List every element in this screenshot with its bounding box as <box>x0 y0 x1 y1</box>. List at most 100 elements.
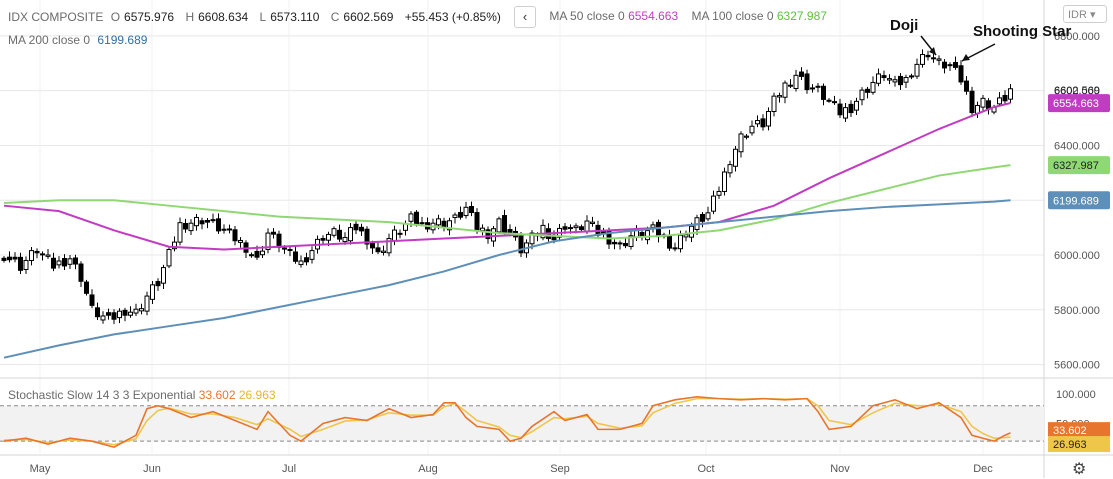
price-badge <box>1048 94 1110 113</box>
price-badge-label: 6327.987 <box>1053 160 1099 172</box>
ma-line-ma200 <box>3 199 1011 359</box>
candle-up <box>887 78 892 81</box>
candle-up <box>914 63 920 77</box>
candle-down <box>364 228 370 245</box>
candle-down <box>397 232 403 235</box>
ma100-label: MA 100 close 0 <box>691 9 774 24</box>
candle-up <box>1008 88 1013 100</box>
candle-up <box>793 74 799 89</box>
candle-down <box>925 54 931 58</box>
candle-down <box>1 257 7 261</box>
candle-down <box>969 90 975 114</box>
candle-down <box>909 75 914 78</box>
collapse-legend-button[interactable]: ‹ <box>514 6 536 28</box>
annotation-arrowhead <box>962 54 970 61</box>
candle-down <box>953 61 958 68</box>
candle-down <box>947 64 953 67</box>
stoch-band <box>0 405 1044 442</box>
price-tick-label: 5800.000 <box>1054 305 1100 317</box>
candle-down <box>320 238 326 241</box>
candle-up <box>342 236 348 243</box>
time-tick-label: Nov <box>830 463 850 475</box>
candle-up <box>832 101 837 104</box>
candle-down <box>122 309 128 316</box>
candle-down <box>359 226 364 232</box>
close-value: 6602.569 <box>343 10 394 24</box>
ma50-label: MA 50 close 0 <box>549 9 625 24</box>
price-badge-label: 6199.689 <box>1053 195 1099 207</box>
candle-up <box>144 295 150 312</box>
stochastic-legend: Stochastic Slow 14 3 3 Exponential 33.60… <box>8 388 276 402</box>
candle-up <box>876 73 881 84</box>
candle-up <box>260 250 265 256</box>
candle-up <box>326 233 331 241</box>
candle-down <box>579 226 584 231</box>
candle-down <box>183 222 188 230</box>
candle-up <box>903 77 909 83</box>
time-tick-label: Aug <box>418 463 438 475</box>
candle-up <box>711 195 716 212</box>
candle-down <box>848 103 854 114</box>
candle-up <box>573 225 579 229</box>
candle-down <box>502 215 507 233</box>
gear-icon[interactable]: ⚙ <box>1072 461 1087 478</box>
candle-up <box>771 95 777 112</box>
candle-up <box>892 79 898 83</box>
last-price-label: 6602.569 <box>1054 85 1100 97</box>
candle-down <box>458 212 463 218</box>
currency-selector[interactable]: IDR ▾ <box>1063 5 1107 23</box>
candle-up <box>689 225 694 238</box>
candle-up <box>133 308 139 314</box>
candle-down <box>414 211 419 225</box>
candle-up <box>40 253 45 256</box>
ma200-label: MA 200 close 0 <box>8 33 91 47</box>
candle-up <box>738 133 744 153</box>
ma-line-ma50 <box>3 102 1011 251</box>
price-tick-label: 6000.000 <box>1054 250 1100 262</box>
candle-up <box>920 54 925 65</box>
candle-up <box>392 229 397 242</box>
candle-up <box>678 234 683 250</box>
price-badge-label: 6554.663 <box>1053 98 1099 110</box>
candle-down <box>89 294 95 306</box>
candle-down <box>375 247 381 253</box>
candle-up <box>23 259 29 270</box>
candle-up <box>381 250 386 254</box>
candle-down <box>865 88 870 93</box>
candle-up <box>150 284 155 300</box>
candle-up <box>139 308 144 312</box>
candle-up <box>590 221 595 224</box>
candle-up <box>529 232 535 245</box>
candle-down <box>623 242 628 247</box>
candle-down <box>353 223 359 231</box>
candle-up <box>705 212 711 220</box>
candle-down <box>821 85 826 100</box>
candle-up <box>859 89 865 101</box>
symbol-name: IDX COMPOSITE <box>8 10 104 24</box>
candle-up <box>386 238 392 254</box>
time-tick-label: Dec <box>973 463 993 475</box>
candle-down <box>282 247 287 250</box>
candle-down <box>958 65 964 83</box>
candle-up <box>672 247 678 250</box>
candle-down <box>199 220 205 225</box>
candle-up <box>309 250 315 260</box>
candle-down <box>78 263 84 282</box>
stoch-badge-label: 33.602 <box>1053 425 1087 437</box>
candle-down <box>507 229 513 234</box>
price-badge <box>1048 191 1110 210</box>
ma-legend: ‹ MA 50 close 0 6554.663 MA 100 close 0 … <box>514 6 827 28</box>
candle-down <box>304 257 309 263</box>
candle-up <box>29 250 34 261</box>
candle-down <box>700 213 705 222</box>
stoch-tick-label: 100.000 <box>1056 389 1096 401</box>
candle-up <box>188 222 194 232</box>
candle-down <box>656 221 661 238</box>
candle-down <box>293 251 298 262</box>
candle-down <box>216 218 221 232</box>
candle-down <box>804 73 810 91</box>
candle-up <box>56 260 62 266</box>
candle-down <box>441 220 447 228</box>
ma200-value: 6199.689 <box>97 33 148 47</box>
